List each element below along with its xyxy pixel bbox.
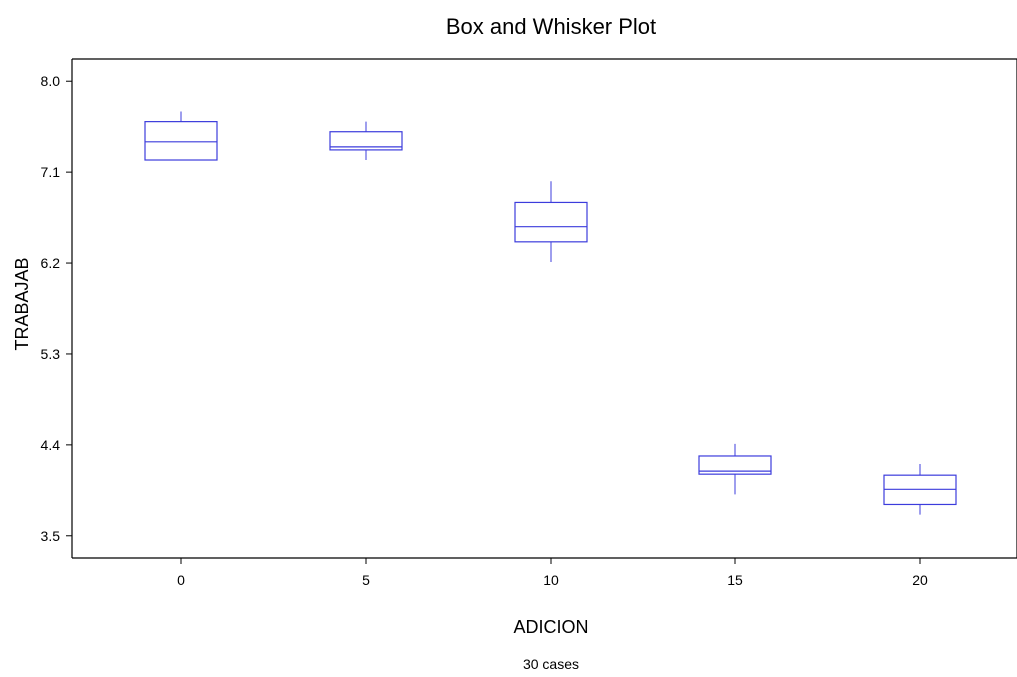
box-iqr <box>329 131 403 151</box>
chart-title: Box and Whisker Plot <box>446 14 656 39</box>
x-tick-label: 15 <box>727 572 743 588</box>
x-tick-label: 5 <box>362 572 370 588</box>
y-axis-ticks: 3.5 4.4 5.3 6.2 7.1 8.0 <box>41 73 72 544</box>
y-tick-label: 6.2 <box>41 255 61 271</box>
box-plot-5 <box>329 121 403 161</box>
box-iqr <box>514 201 588 243</box>
footnote-case-count: 30 cases <box>523 656 579 672</box>
box-plot-0 <box>144 111 218 161</box>
y-tick-label: 8.0 <box>41 73 61 89</box>
x-tick-label: 20 <box>912 572 928 588</box>
x-tick-label: 10 <box>543 572 559 588</box>
box-iqr <box>698 455 772 475</box>
x-tick-label: 0 <box>177 572 185 588</box>
plot-area <box>71 58 1017 559</box>
y-axis-title: TRABAJAB <box>12 257 32 350</box>
y-tick-label: 3.5 <box>41 528 61 544</box>
x-axis-ticks: 0 5 10 15 20 <box>177 558 928 588</box>
y-tick-label: 4.4 <box>41 437 61 453</box>
y-tick-label: 7.1 <box>41 164 61 180</box>
box-plot-10 <box>514 181 588 263</box>
box-plot-20 <box>883 464 957 515</box>
box-iqr <box>144 121 218 161</box>
y-tick-label: 5.3 <box>41 346 61 362</box>
box-plot-15 <box>698 443 772 495</box>
box-series <box>144 111 957 515</box>
x-axis-title: ADICION <box>513 617 588 637</box>
